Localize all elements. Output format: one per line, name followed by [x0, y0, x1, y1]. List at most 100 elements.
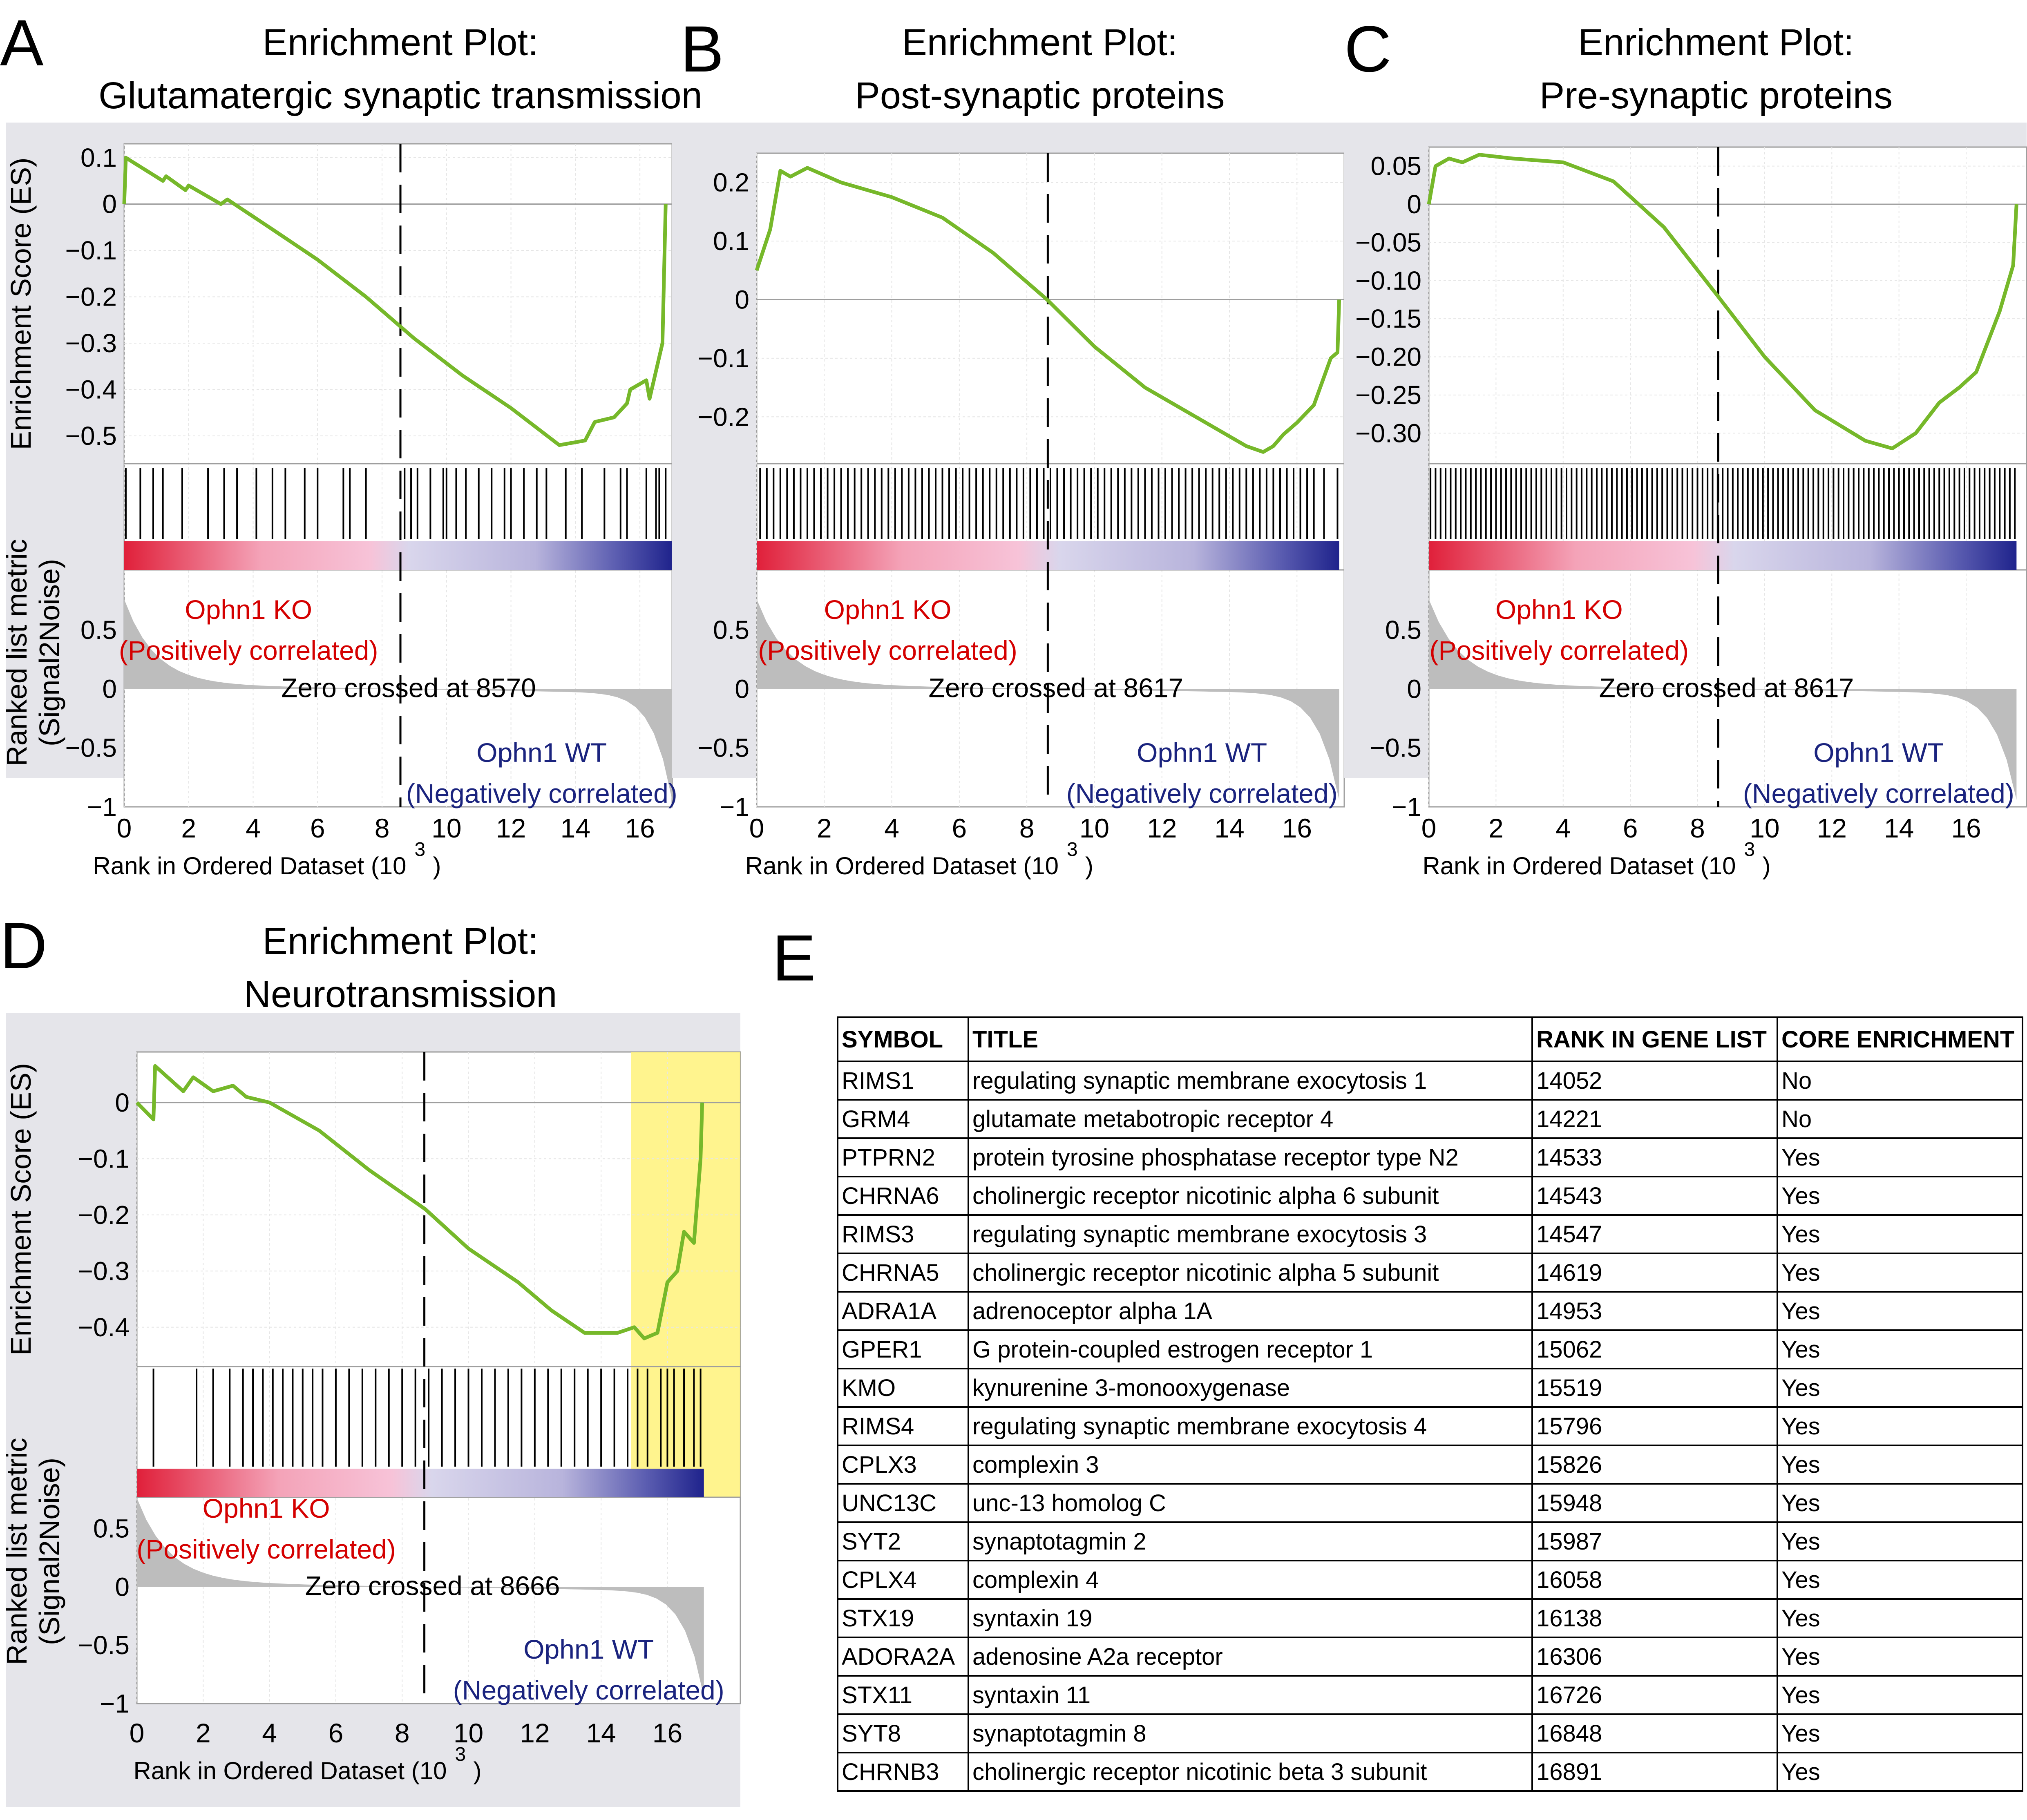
x-tick-label: 14	[1884, 813, 1914, 843]
es-tick-label: −0.1	[78, 1144, 130, 1173]
es-tick-label: 0	[1407, 190, 1421, 219]
table-cell: synaptotagmin 2	[968, 1521, 1533, 1561]
zero-cross-label: Zero crossed at 8666	[305, 1570, 560, 1601]
table-cell: unc-13 homolog C	[968, 1483, 1533, 1523]
x-tick-label: 4	[262, 1718, 277, 1748]
table-cell: regulating synaptic membrane exocytosis …	[968, 1406, 1533, 1446]
metric-tick-label: −0.5	[1370, 733, 1421, 763]
x-tick-label: 6	[310, 813, 325, 843]
table-row: CPLX4 complexin 4 16058 Yes	[837, 1560, 2023, 1600]
x-axis-label-close: )	[433, 852, 441, 880]
table-cell: 16848	[1531, 1713, 1778, 1753]
table-cell: GPER1	[837, 1329, 969, 1369]
chart-title: Enrichment Plot:	[902, 22, 1178, 63]
table-cell: G protein-coupled estrogen receptor 1	[968, 1329, 1533, 1369]
table-row: UNC13C unc-13 homolog C 15948 Yes	[837, 1483, 2023, 1523]
x-tick-label: 6	[952, 813, 967, 843]
table-cell: 16306	[1531, 1637, 1778, 1677]
table-row: CHRNA5 cholinergic receptor nicotinic alp…	[837, 1253, 2023, 1293]
table-row: RIMS1 regulating synaptic membrane exocyt…	[837, 1061, 2023, 1101]
table-cell: Yes	[1777, 1406, 2023, 1446]
table-cell: cholinergic receptor nicotinic beta 3 su…	[968, 1752, 1533, 1792]
ko-label: Ophn1 KO	[824, 594, 952, 625]
table-cell: 15987	[1531, 1521, 1778, 1561]
table-row: STX11 syntaxin 11 16726 Yes	[837, 1675, 2023, 1715]
wt-correlation-label: (Negatively correlated)	[1743, 778, 2014, 808]
es-tick-label: 0	[735, 285, 749, 314]
table-cell: STX19	[837, 1598, 969, 1638]
x-tick-label: 4	[884, 813, 899, 843]
table-cell: cholinergic receptor nicotinic alpha 6 s…	[968, 1176, 1533, 1216]
table-cell: syntaxin 19	[968, 1598, 1533, 1638]
chart-title: Enrichment Plot:	[263, 22, 539, 63]
panel-b: B Enrichment Plot: Post-synaptic proteins 0…	[672, 12, 1345, 880]
x-tick-label: 0	[749, 813, 764, 843]
rank-color-strip	[137, 1469, 704, 1497]
ko-correlation-label: (Positively correlated)	[136, 1534, 396, 1564]
table-cell: RIMS4	[837, 1406, 969, 1446]
metric-y-axis-label-2: (Signal2Noise)	[34, 1458, 65, 1645]
table-row: CHRNB3 cholinergic receptor nicotinic bet…	[837, 1752, 2023, 1792]
x-tick-label: 14	[561, 813, 590, 843]
zero-cross-label: Zero crossed at 8617	[1599, 672, 1854, 703]
metric-tick-label: 0	[102, 674, 117, 703]
panel-c: C Enrichment Plot: Pre-synaptic proteins 0.…	[1344, 12, 2027, 880]
x-axis-exponent: 3	[415, 839, 426, 860]
table-cell: RIMS3	[837, 1214, 969, 1254]
metric-tick-label: 0.5	[1385, 615, 1421, 645]
x-tick-label: 0	[1421, 813, 1437, 843]
table-cell: Yes	[1777, 1137, 2023, 1177]
table-row: RIMS4 regulating synaptic membrane exocyt…	[837, 1406, 2023, 1446]
x-axis-label-close: )	[474, 1757, 482, 1784]
table-cell: PTPRN2	[837, 1137, 969, 1177]
table-row: KMO kynurenine 3-monooxygenase 15519 Yes	[837, 1368, 2023, 1408]
x-tick-label: 2	[817, 813, 832, 843]
es-tick-label: −0.25	[1355, 380, 1421, 410]
es-y-axis-label: Enrichment Score (ES)	[5, 158, 37, 450]
table-cell: Yes	[1777, 1483, 2023, 1523]
metric-tick-label: −1	[720, 792, 749, 822]
table-cell: complexin 3	[968, 1445, 1533, 1485]
ko-label: Ophn1 KO	[203, 1493, 330, 1523]
table-header-cell: CORE ENRICHMENT	[1777, 1016, 2023, 1062]
metric-tick-label: 0	[1407, 674, 1421, 703]
x-axis-label: Rank in Ordered Dataset (10	[93, 852, 406, 880]
wt-correlation-label: (Negatively correlated)	[1066, 778, 1338, 808]
table-cell: No	[1777, 1061, 2023, 1101]
es-tick-label: −0.4	[78, 1313, 130, 1342]
table-cell: RIMS1	[837, 1061, 969, 1101]
table-cell: Yes	[1777, 1598, 2023, 1638]
table-cell: 15519	[1531, 1368, 1778, 1408]
table-cell: Yes	[1777, 1752, 2023, 1792]
x-tick-label: 0	[117, 813, 132, 843]
x-tick-label: 16	[653, 1718, 682, 1748]
table-row: CHRNA6 cholinergic receptor nicotinic alp…	[837, 1176, 2023, 1216]
table-cell: 16058	[1531, 1560, 1778, 1600]
x-tick-label: 16	[1282, 813, 1312, 843]
table-header-row: SYMBOL TITLE RANK IN GENE LIST CORE ENRI…	[837, 1016, 2023, 1062]
metric-tick-label: −0.5	[78, 1630, 130, 1660]
table-row: SYT8 synaptotagmin 8 16848 Yes	[837, 1713, 2023, 1753]
x-tick-label: 8	[375, 813, 390, 843]
x-tick-label: 14	[1214, 813, 1244, 843]
table-cell: CPLX3	[837, 1445, 969, 1485]
x-tick-label: 12	[496, 813, 526, 843]
x-tick-label: 8	[1019, 813, 1035, 843]
es-tick-label: −0.3	[65, 328, 117, 358]
plot-area	[123, 143, 673, 808]
table-cell: protein tyrosine phosphatase receptor ty…	[968, 1137, 1533, 1177]
metric-tick-label: 0.5	[80, 615, 117, 645]
table-cell: Yes	[1777, 1637, 2023, 1677]
panel-letter: D	[0, 909, 47, 982]
table-cell: 14221	[1531, 1099, 1778, 1139]
es-tick-label: −0.15	[1355, 304, 1421, 333]
es-tick-label: 0.1	[80, 143, 117, 172]
x-axis-label-close: )	[1085, 852, 1093, 880]
table-cell: complexin 4	[968, 1560, 1533, 1600]
es-tick-label: −0.4	[65, 375, 117, 404]
table-row: ADORA2A adenosine A2a receptor 16306 Yes	[837, 1637, 2023, 1677]
chart-subtitle: Glutamatergic synaptic transmission	[98, 75, 702, 116]
x-axis-label: Rank in Ordered Dataset (10	[1422, 852, 1736, 880]
table-row: GRM4 glutamate metabotropic receptor 4 142…	[837, 1099, 2023, 1139]
x-tick-label: 10	[454, 1718, 483, 1748]
